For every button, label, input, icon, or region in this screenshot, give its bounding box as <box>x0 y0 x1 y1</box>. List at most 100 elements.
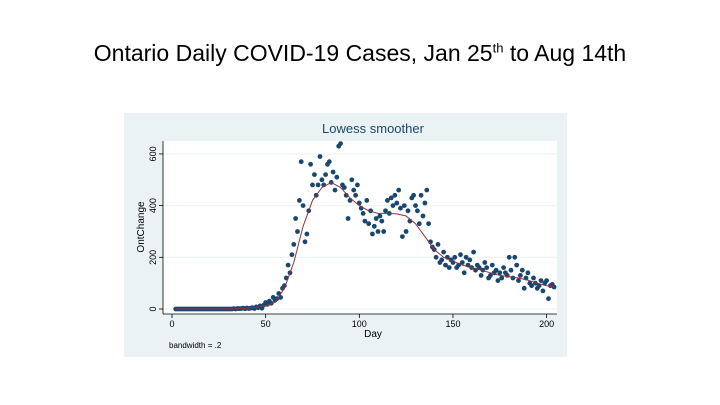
data-point <box>420 213 426 219</box>
data-point <box>471 249 476 255</box>
data-point <box>310 182 315 188</box>
data-point <box>388 195 394 201</box>
data-point <box>379 218 385 224</box>
data-point <box>478 273 484 278</box>
data-point <box>495 278 501 283</box>
data-point <box>493 267 499 273</box>
data-point <box>519 267 525 273</box>
data-point <box>366 221 372 227</box>
data-point <box>426 221 431 227</box>
data-point <box>446 265 452 270</box>
data-point <box>291 242 297 247</box>
data-point <box>343 192 349 198</box>
data-point <box>521 285 527 291</box>
data-point <box>304 231 310 237</box>
chart-title: Lowess smoother <box>322 121 425 136</box>
data-point <box>403 229 409 234</box>
data-point <box>551 284 557 290</box>
data-point <box>332 187 338 193</box>
data-point <box>433 254 439 260</box>
y-tick-label: 0 <box>148 306 158 311</box>
data-point <box>488 273 493 278</box>
data-point <box>529 283 534 289</box>
data-point <box>326 159 332 165</box>
data-point <box>489 262 495 268</box>
axis-layer: 0 200 400 600 0 50 100 150 200 <box>148 141 557 329</box>
data-point <box>390 203 396 208</box>
data-point <box>312 172 317 177</box>
data-point <box>518 273 523 278</box>
x-tick-label: 0 <box>169 319 174 329</box>
data-point <box>400 234 405 239</box>
data-point <box>370 231 375 237</box>
data-point <box>371 223 377 229</box>
data-point <box>540 288 546 294</box>
data-point <box>531 275 536 281</box>
data-point <box>506 254 512 260</box>
data-point <box>323 172 328 177</box>
data-point <box>383 208 388 214</box>
y-tick-label: 200 <box>148 250 158 265</box>
data-point <box>459 260 465 265</box>
data-point <box>439 257 445 263</box>
data-point <box>293 216 298 221</box>
x-tick-label: 150 <box>445 319 460 329</box>
data-point <box>452 254 458 260</box>
y-tick-label: 400 <box>148 198 158 213</box>
y-tick-label: 600 <box>148 146 158 161</box>
data-point <box>308 161 313 167</box>
data-point <box>544 278 549 283</box>
data-point <box>341 185 347 190</box>
data-point <box>351 187 357 193</box>
data-point <box>510 275 516 281</box>
data-point <box>381 229 387 234</box>
x-tick-label: 100 <box>352 319 367 329</box>
data-point <box>461 270 467 276</box>
data-point <box>501 265 506 270</box>
data-point <box>373 216 379 221</box>
data-point <box>330 169 336 175</box>
data-point <box>364 198 370 203</box>
data-point <box>377 213 383 219</box>
data-point <box>338 141 343 146</box>
data-point <box>319 177 325 183</box>
data-point <box>443 262 448 268</box>
data-point <box>401 203 407 208</box>
data-point <box>514 262 520 268</box>
data-point <box>334 174 340 180</box>
data-point <box>441 249 446 255</box>
data-point <box>422 200 428 206</box>
chart-frame: Lowess smoother 0 200 400 600 0 50 100 150 200 D… <box>124 113 567 357</box>
data-point <box>538 278 544 283</box>
data-point <box>512 254 518 260</box>
data-point <box>353 192 358 198</box>
data-point <box>413 203 418 208</box>
data-point <box>476 265 482 270</box>
data-point <box>289 252 295 258</box>
data-point <box>298 159 304 165</box>
points-layer <box>173 141 557 312</box>
data-point <box>349 177 355 183</box>
data-point <box>300 203 306 208</box>
data-point <box>416 221 422 227</box>
data-point <box>499 275 505 281</box>
data-point <box>424 187 430 193</box>
y-axis-label: OntChange <box>136 201 147 253</box>
data-point <box>317 154 323 159</box>
bandwidth-note: bandwidth = .2 <box>169 341 222 350</box>
data-point <box>463 254 469 260</box>
data-point <box>396 187 402 193</box>
x-tick-label: 200 <box>539 319 554 329</box>
data-point <box>415 208 420 214</box>
data-point <box>418 192 424 198</box>
data-point <box>302 239 308 245</box>
data-point <box>295 229 300 234</box>
lowess-chart: Lowess smoother 0 200 400 600 0 50 100 150 200 D… <box>136 121 557 350</box>
data-point <box>546 296 551 302</box>
data-point <box>362 218 368 224</box>
plot-area <box>163 141 557 314</box>
data-point <box>458 252 463 258</box>
data-point <box>285 262 291 268</box>
data-point <box>345 216 351 221</box>
x-axis-label: Day <box>364 329 382 340</box>
